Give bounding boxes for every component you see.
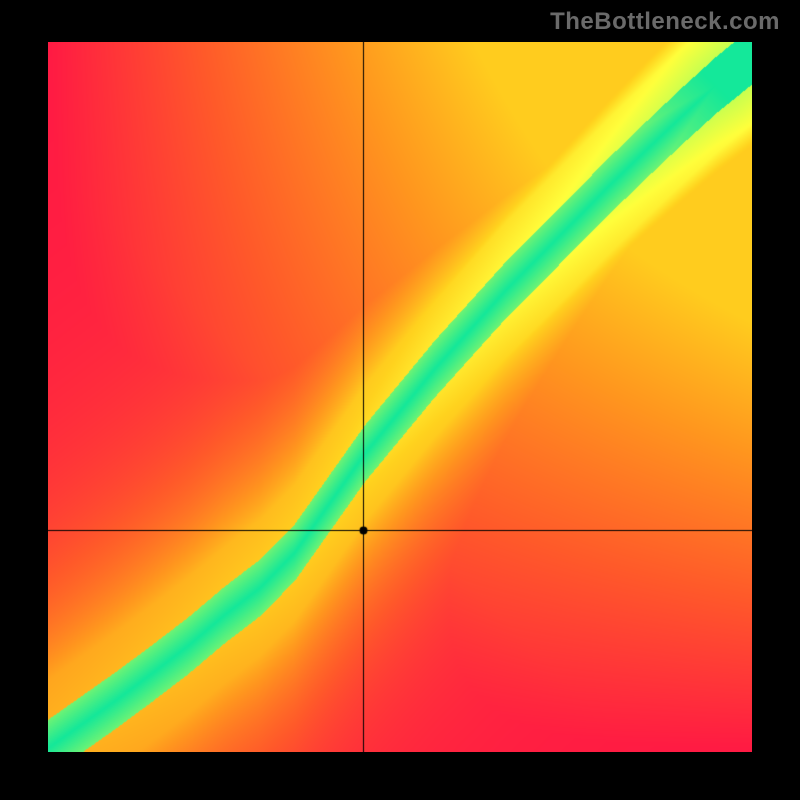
chart-container: { "watermark": "TheBottleneck.com", "can… xyxy=(0,0,800,800)
watermark-text: TheBottleneck.com xyxy=(550,8,780,36)
bottleneck-heatmap xyxy=(48,42,752,752)
